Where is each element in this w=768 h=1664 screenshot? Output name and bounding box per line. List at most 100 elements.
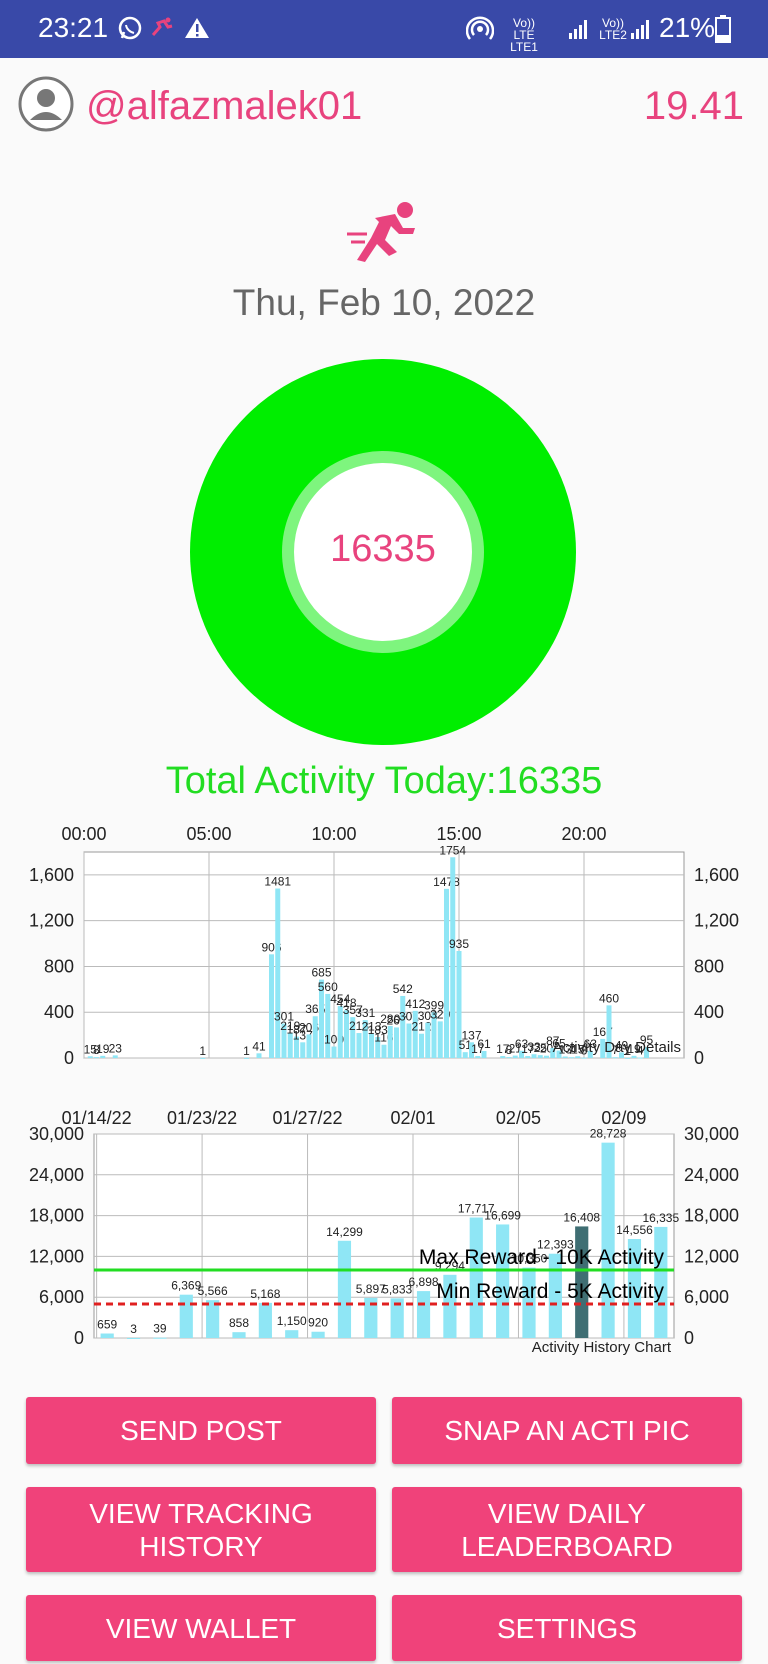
- day-bar-label: 23: [109, 1041, 123, 1055]
- history-x-tick: 02/01: [390, 1108, 435, 1128]
- history-bar-label: 1,150: [277, 1314, 307, 1328]
- history-bar-label: 920: [308, 1316, 328, 1330]
- day-bar-label: 63: [515, 1037, 529, 1051]
- min-reward-label: Min Reward - 5K Activity: [436, 1280, 664, 1303]
- history-bar: [337, 1240, 352, 1338]
- day-bar-label: 418: [336, 996, 356, 1010]
- day-bar: [419, 1033, 424, 1058]
- history-bar: [575, 1226, 589, 1338]
- day-bar: [356, 1033, 362, 1058]
- day-y-tick-left: 800: [44, 956, 74, 976]
- day-bar-label: 19: [627, 1042, 641, 1056]
- day-bar-label: 560: [318, 980, 338, 994]
- history-bar: [153, 1337, 167, 1339]
- view-tracking-history-button[interactable]: VIEW TRACKING HISTORY: [26, 1487, 376, 1572]
- day-bar-label: 219: [280, 1019, 300, 1033]
- day-bar: [600, 1038, 606, 1058]
- day-bar: [525, 1056, 531, 1058]
- day-bar: [312, 1016, 318, 1058]
- day-y-tick-left: 400: [44, 1002, 74, 1022]
- day-bar-label: 454: [330, 992, 350, 1006]
- day-bar: [406, 1023, 412, 1058]
- status-bar: 23:21 Vo)) LTE LTE1 Vo)) LTE2 21%: [0, 0, 768, 58]
- day-bar: [256, 1053, 262, 1058]
- signal-icon: [631, 20, 649, 39]
- day-bar: [200, 1057, 206, 1059]
- activity-day-chart: 0 0 400 400 800 800 1,200 1,200 1,600 1,600 00:00 0…: [0, 818, 768, 1088]
- battery-percentage: 21%: [659, 12, 716, 43]
- day-bar-label: 1481: [264, 875, 291, 889]
- avatar-icon[interactable]: [18, 76, 74, 132]
- day-bar: [556, 1050, 562, 1058]
- day-bar: [637, 1057, 643, 1059]
- day-bar: [244, 1057, 249, 1059]
- day-bar-label: 412: [405, 997, 425, 1011]
- day-bar: [644, 1047, 649, 1058]
- day-y-tick-right: 1,200: [694, 911, 739, 931]
- day-bar: [300, 1042, 306, 1058]
- hotspot-icon: [466, 16, 494, 40]
- day-bar: [606, 1005, 612, 1058]
- day-bar-label: 137: [461, 1028, 481, 1042]
- day-bar-label: 17: [496, 1042, 510, 1056]
- send-post-button[interactable]: SEND POST: [26, 1397, 376, 1464]
- history-x-tick: 01/23/22: [167, 1108, 237, 1128]
- view-wallet-button[interactable]: VIEW WALLET: [26, 1595, 376, 1661]
- day-bar-label: 213: [361, 1020, 381, 1034]
- history-y-tick-left: 30,000: [29, 1124, 84, 1144]
- day-y-tick-left: 1,200: [29, 911, 74, 931]
- snap-acti-pic-button[interactable]: SNAP AN ACTI PIC: [392, 1397, 742, 1464]
- day-bar: [550, 1048, 556, 1058]
- history-bar: [206, 1300, 220, 1338]
- activity-history-chart: 0 0 6,000 6,000 12,000 12,000 18,000 18,000 24,0…: [0, 1096, 768, 1362]
- day-bar: [481, 1051, 487, 1058]
- day-bar: [337, 1006, 343, 1058]
- day-y-tick-left: 0: [64, 1048, 74, 1068]
- history-bar: [654, 1226, 668, 1338]
- day-bar-label: 21: [509, 1042, 523, 1056]
- day-bar: [569, 1057, 574, 1059]
- day-bar: [331, 1046, 337, 1058]
- day-bar: [281, 1023, 287, 1058]
- day-bar-label: 13: [559, 1043, 573, 1057]
- history-bar-label: 16,699: [484, 1208, 521, 1222]
- day-bar: [394, 1027, 399, 1058]
- day-bar-label: 61: [477, 1037, 491, 1051]
- history-bar-label: 14,299: [326, 1225, 363, 1239]
- username[interactable]: @alfazmalek01: [86, 84, 363, 128]
- history-bar-label: 659: [97, 1318, 117, 1332]
- day-bar-label: 280: [380, 1012, 400, 1026]
- day-bar-label: 33: [527, 1040, 541, 1054]
- history-y-tick-right: 24,000: [684, 1165, 739, 1185]
- history-bar-label: 5,897: [356, 1282, 386, 1296]
- day-bar-label: 95: [640, 1033, 654, 1047]
- day-bar: [469, 1042, 474, 1058]
- day-y-tick-left: 1,600: [29, 865, 74, 885]
- day-bar: [631, 1055, 637, 1058]
- day-bar: [437, 1021, 443, 1058]
- view-daily-leaderboard-button[interactable]: VIEW DAILY LEADERBOARD: [392, 1487, 742, 1572]
- day-bar-label: 41: [252, 1039, 266, 1053]
- wallet-balance: 19.41: [643, 84, 744, 128]
- whatsapp-icon: [118, 16, 142, 40]
- day-y-tick-right: 1,600: [694, 865, 739, 885]
- day-bar: [325, 993, 331, 1058]
- history-y-tick-left: 0: [74, 1328, 84, 1348]
- history-y-tick-right: 6,000: [684, 1287, 729, 1307]
- settings-button[interactable]: SETTINGS: [392, 1595, 742, 1661]
- day-bar-label: 65: [552, 1037, 566, 1051]
- status-time: 23:21: [38, 12, 109, 43]
- day-bar: [306, 1034, 312, 1058]
- day-bar: [100, 1055, 106, 1058]
- history-bar-label: 14,556: [616, 1223, 653, 1237]
- app-notification-icon: [151, 17, 173, 36]
- day-bar-label: 25: [534, 1041, 548, 1055]
- day-bar-label: 1: [624, 1044, 631, 1058]
- history-bar-label: 16,335: [642, 1211, 679, 1225]
- history-bar: [627, 1239, 642, 1338]
- day-x-tick: 10:00: [311, 824, 356, 844]
- day-bar: [537, 1055, 543, 1058]
- day-bar-label: 49: [615, 1038, 629, 1052]
- history-y-tick-right: 30,000: [684, 1124, 739, 1144]
- day-bar-label: 187: [286, 1023, 306, 1037]
